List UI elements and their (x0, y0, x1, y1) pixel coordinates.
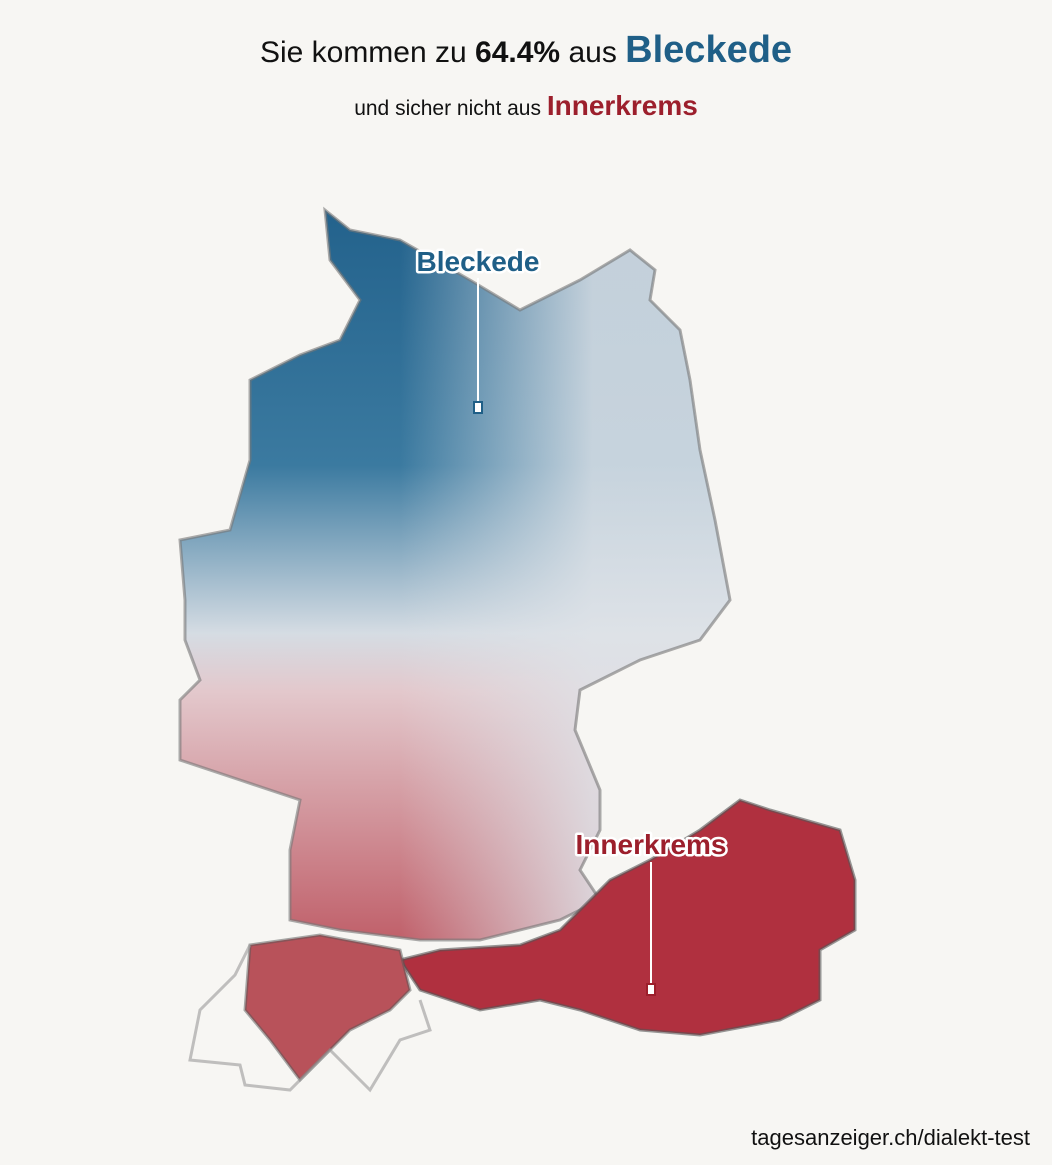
place-marker (646, 983, 656, 996)
switzerland (243, 933, 412, 1083)
austria (397, 798, 857, 1037)
source: tagesanzeiger.ch/dialekt-test (751, 1125, 1030, 1150)
place-marker (473, 401, 483, 414)
subtitle: und sicher nicht aus Innerkrems (354, 90, 698, 121)
map-label: Innerkrems (576, 829, 727, 860)
border-outline (188, 944, 432, 1093)
title: Sie kommen zu 64.4% aus Bleckede (260, 29, 792, 71)
map-label: Bleckede (417, 246, 540, 277)
